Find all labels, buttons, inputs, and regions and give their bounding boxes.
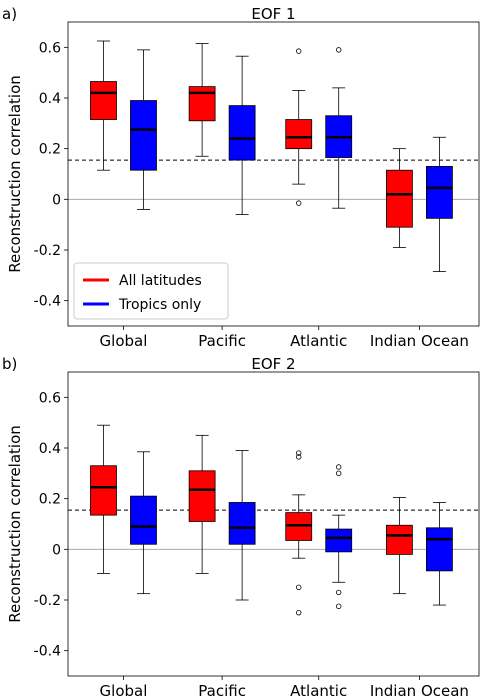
box-iqr (130, 495, 157, 545)
legend-label: All latitudes (119, 273, 202, 289)
y-tick-label: -0.2 (34, 243, 61, 259)
box-blue-pacific (228, 450, 256, 601)
x-tick-label: Pacific (198, 682, 246, 700)
box-iqr (188, 470, 216, 522)
y-tick-label: -0.2 (34, 593, 61, 609)
box-outlier (296, 450, 302, 456)
box-outlier (336, 464, 342, 470)
box-blue-atlantic (325, 464, 353, 610)
box-outlier (336, 589, 342, 596)
y-tick-label: 0.4 (39, 91, 61, 107)
box-iqr (426, 527, 453, 572)
box-red-global (90, 424, 117, 574)
box-blue-global (130, 49, 157, 210)
x-tick-label: Atlantic (290, 682, 347, 700)
box-blue-global (130, 451, 157, 595)
box-blue-pacific (228, 55, 256, 215)
box-outlier (296, 584, 302, 591)
y-tick-label: 0.2 (39, 142, 61, 158)
box-outlier (296, 454, 302, 460)
panel-label: b) (2, 355, 17, 373)
chart-panel-b: -0.4 -0.2 0 0.2 0.4 0.6 Global Pacific Atlantic I… (2, 355, 480, 700)
axes-frame (67, 371, 480, 677)
box-red-indian-ocean (386, 496, 413, 595)
chart-title: EOF 1 (251, 5, 295, 23)
x-tick-label: Indian Ocean (370, 332, 469, 350)
x-tick-label: Indian Ocean (370, 682, 469, 700)
x-tick-label: Global (100, 682, 148, 700)
legend: All latitudes Tropics only (73, 262, 229, 320)
box-outlier (296, 48, 302, 54)
y-tick-label: 0 (52, 192, 61, 208)
box-iqr (228, 105, 256, 161)
box-outlier (296, 200, 302, 206)
box-red-atlantic (285, 450, 313, 616)
box-blue-atlantic (325, 47, 353, 209)
y-tick-label: -0.4 (34, 294, 61, 310)
box-outlier (296, 609, 302, 616)
y-axis-label: Reconstruction correlation (6, 75, 24, 273)
y-tick-label: 0.2 (39, 492, 61, 508)
chart-panel-a: -0.4 -0.2 0 0.2 0.4 0.6 Global Pacific Atlantic I… (2, 5, 480, 350)
box-blue-indian-ocean (426, 502, 453, 606)
box-red-pacific (188, 434, 216, 574)
box-outlier (336, 470, 342, 477)
y-axis-label: Reconstruction correlation (6, 425, 24, 623)
x-tick-label: Pacific (198, 332, 246, 350)
box-iqr (228, 502, 256, 545)
box-iqr (285, 512, 313, 541)
y-tick-label: 0.4 (39, 441, 61, 457)
box-red-indian-ocean (386, 148, 413, 248)
box-iqr (90, 465, 117, 516)
legend-frame (73, 262, 229, 320)
y-tick-label: -0.4 (34, 644, 61, 660)
y-tick-label: 0.6 (39, 40, 61, 56)
box-iqr (386, 524, 413, 555)
chart-title: EOF 2 (251, 355, 295, 373)
box-iqr (285, 119, 313, 150)
box-iqr (386, 169, 413, 228)
legend-label: Tropics only (118, 297, 201, 313)
x-tick-label: Atlantic (290, 332, 347, 350)
y-tick-label: 0 (52, 542, 61, 558)
axes-frame (67, 21, 480, 327)
box-iqr (325, 528, 353, 553)
box-iqr (130, 100, 157, 171)
box-red-pacific (188, 43, 216, 157)
box-iqr (426, 165, 453, 219)
x-tick-label: Global (100, 332, 148, 350)
box-outlier (336, 603, 342, 610)
box-blue-indian-ocean (426, 136, 453, 272)
y-tick-label: 0.6 (39, 390, 61, 406)
box-iqr (90, 81, 117, 120)
box-outlier (336, 47, 342, 53)
box-red-atlantic (285, 48, 313, 206)
box-red-global (90, 40, 117, 171)
panel-label: a) (2, 5, 17, 23)
